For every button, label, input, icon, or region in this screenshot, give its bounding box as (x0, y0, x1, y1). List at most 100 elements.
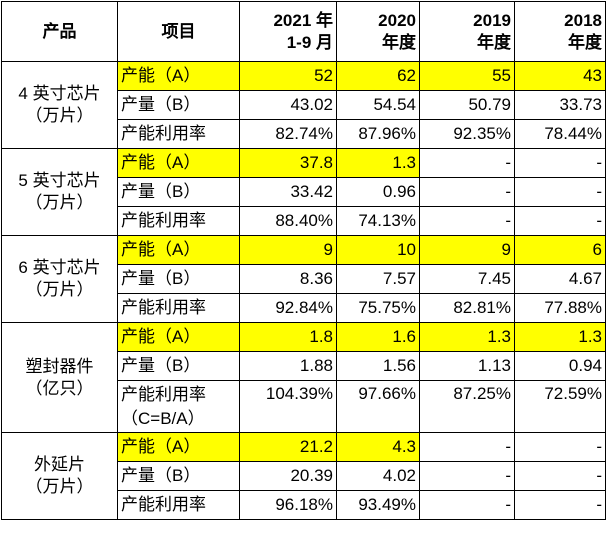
table-row: 产能利用率 92.84% 75.75% 82.81% 77.88% (2, 293, 606, 323)
value-cell: 1.88 (239, 351, 337, 381)
value-cell: 1.8 (239, 322, 337, 352)
item-cell: 产能（A） (117, 235, 240, 265)
value-cell: - (514, 461, 606, 491)
item-cell: 产能（A） (117, 148, 240, 178)
item-cell: 产能利用率 (117, 490, 240, 520)
value-cell: 43.02 (239, 90, 337, 120)
value-cell: 20.39 (239, 461, 337, 491)
item-label: 产能利用率 (121, 298, 206, 317)
value-cell: 82.81% (419, 293, 515, 323)
header-2021-line1: 2021 年 (273, 10, 333, 30)
product-name-cell: 塑封器件 （亿只） (1, 322, 118, 433)
table-row: 产量（B） 20.39 4.02- - (2, 461, 606, 491)
header-item: 项目 (117, 1, 240, 62)
header-2021-line2: 1-9 月 (286, 32, 333, 52)
value-cell: 1.6 (336, 322, 420, 352)
value-cell: 93.49% (336, 490, 420, 520)
product-name-cell: 外延片 （万片） (1, 432, 118, 520)
value-cell: - (419, 177, 515, 207)
value-cell: 10 (336, 235, 420, 265)
value-cell: 8.36 (239, 264, 337, 294)
value-cell: 1.56 (336, 351, 420, 381)
value-cell: 87.96% (336, 119, 420, 149)
table-row: 外延片 （万片） 产能（A） 21.2 4.3- - (1, 432, 606, 520)
value-cell: - (419, 432, 515, 462)
header-product: 产品 (1, 1, 118, 62)
product-name-line2: （万片） (25, 280, 94, 299)
value-cell: 37.8 (239, 148, 337, 178)
value-cell: - (514, 490, 606, 520)
value-cell: 7.57 (336, 264, 420, 294)
capacity-table: 产品 项目 2021 年 1-9 月 2020 年度 2019 年度 2018 … (1, 1, 606, 520)
value-cell: 9 (239, 235, 337, 265)
value-cell: - (419, 461, 515, 491)
value-cell: 33.42 (239, 177, 337, 207)
value-cell: 62 (336, 61, 420, 91)
value-cell: 1.3 (336, 148, 420, 178)
header-2018-line2: 年度 (568, 32, 602, 52)
value-cell: 33.73 (514, 90, 606, 120)
item-cell: 产能利用率 (117, 293, 240, 323)
value-cell: 88.40% (239, 206, 337, 236)
header-2020-line2: 年度 (382, 32, 416, 52)
table-row: 产能利用率 （C=B/A） 104.39% 97.66% 87.25% 72.59% (2, 380, 606, 433)
item-label: 产量（B） (121, 182, 201, 201)
value-cell: 6 (514, 235, 606, 265)
table-row: 产能利用率 96.18% 93.49% - - (2, 490, 606, 520)
item-cell: 产能利用率 (117, 119, 240, 149)
item-label: 产能利用率 (121, 385, 206, 404)
value-cell: 74.13% (336, 206, 420, 236)
product-name-line1: 外延片 (34, 455, 85, 474)
item-cell: 产量（B） (117, 90, 240, 120)
header-2019: 2019 年度 (419, 1, 515, 62)
value-cell: 75.75% (336, 293, 420, 323)
value-cell: 97.66% (336, 380, 420, 433)
product-name-line2: （万片） (25, 106, 94, 125)
header-2020: 2020 年度 (336, 1, 420, 62)
item-cell: 产能（A） (117, 322, 240, 352)
product-name-cell: 4 英寸芯片 （万片） (1, 61, 118, 149)
item-label: 产量（B） (121, 466, 201, 485)
item-label: 产能（A） (121, 66, 201, 85)
value-cell: 87.25% (419, 380, 515, 433)
value-cell: 77.88% (514, 293, 606, 323)
value-cell: - (514, 206, 606, 236)
product-name-cell: 5 英寸芯片 （万片） (1, 148, 118, 236)
header-2018: 2018 年度 (514, 1, 606, 62)
item-cell: 产量（B） (117, 264, 240, 294)
table-row: 产量（B） 8.36 7.57 7.45 4.67 (2, 264, 606, 294)
table-row: 产能利用率 82.74% 87.96% 92.35% 78.44% (2, 119, 606, 149)
item-cell: 产能（A） (117, 61, 240, 91)
value-cell: - (514, 177, 606, 207)
product-name-line1: 4 英寸芯片 (18, 84, 101, 103)
item-cell: 产量（B） (117, 461, 240, 491)
item-label: 产量（B） (121, 269, 201, 288)
value-cell: 4.3 (336, 432, 420, 462)
table-row: 5 英寸芯片 （万片） 产能（A） 37.8 1.3- - (1, 148, 606, 236)
product-name-line1: 塑封器件 (25, 356, 94, 376)
value-cell: 1.3 (419, 322, 515, 352)
header-2019-line2: 年度 (477, 32, 511, 52)
value-cell: 4.02 (336, 461, 420, 491)
value-cell: - (419, 148, 515, 178)
value-cell: 9 (419, 235, 515, 265)
value-cell: - (419, 206, 515, 236)
item-cell: 产能利用率 (117, 206, 240, 236)
value-cell: 104.39% (239, 380, 337, 433)
header-2019-line1: 2019 (473, 10, 511, 30)
table-row: 塑封器件 （亿只） 产能（A） 1.8 1.6 1.3 1.3 (1, 322, 606, 433)
header-2018-line1: 2018 (564, 10, 602, 30)
value-cell: - (514, 432, 606, 462)
value-cell: 0.94 (514, 351, 606, 381)
item-label: 产量（B） (121, 356, 201, 375)
item-label: 产能利用率 (121, 211, 206, 230)
item-label: 产能利用率 (121, 495, 206, 514)
product-name-line1: 6 英寸芯片 (18, 258, 101, 277)
table-row: 产能利用率 88.40% 74.13% - - (2, 206, 606, 236)
item-cell: 产能（A） (117, 432, 240, 462)
item-label: 产能（A） (121, 327, 201, 346)
value-cell: - (419, 490, 515, 520)
value-cell: 72.59% (514, 380, 606, 433)
product-name-line1: 5 英寸芯片 (18, 171, 101, 190)
value-cell: 96.18% (239, 490, 337, 520)
